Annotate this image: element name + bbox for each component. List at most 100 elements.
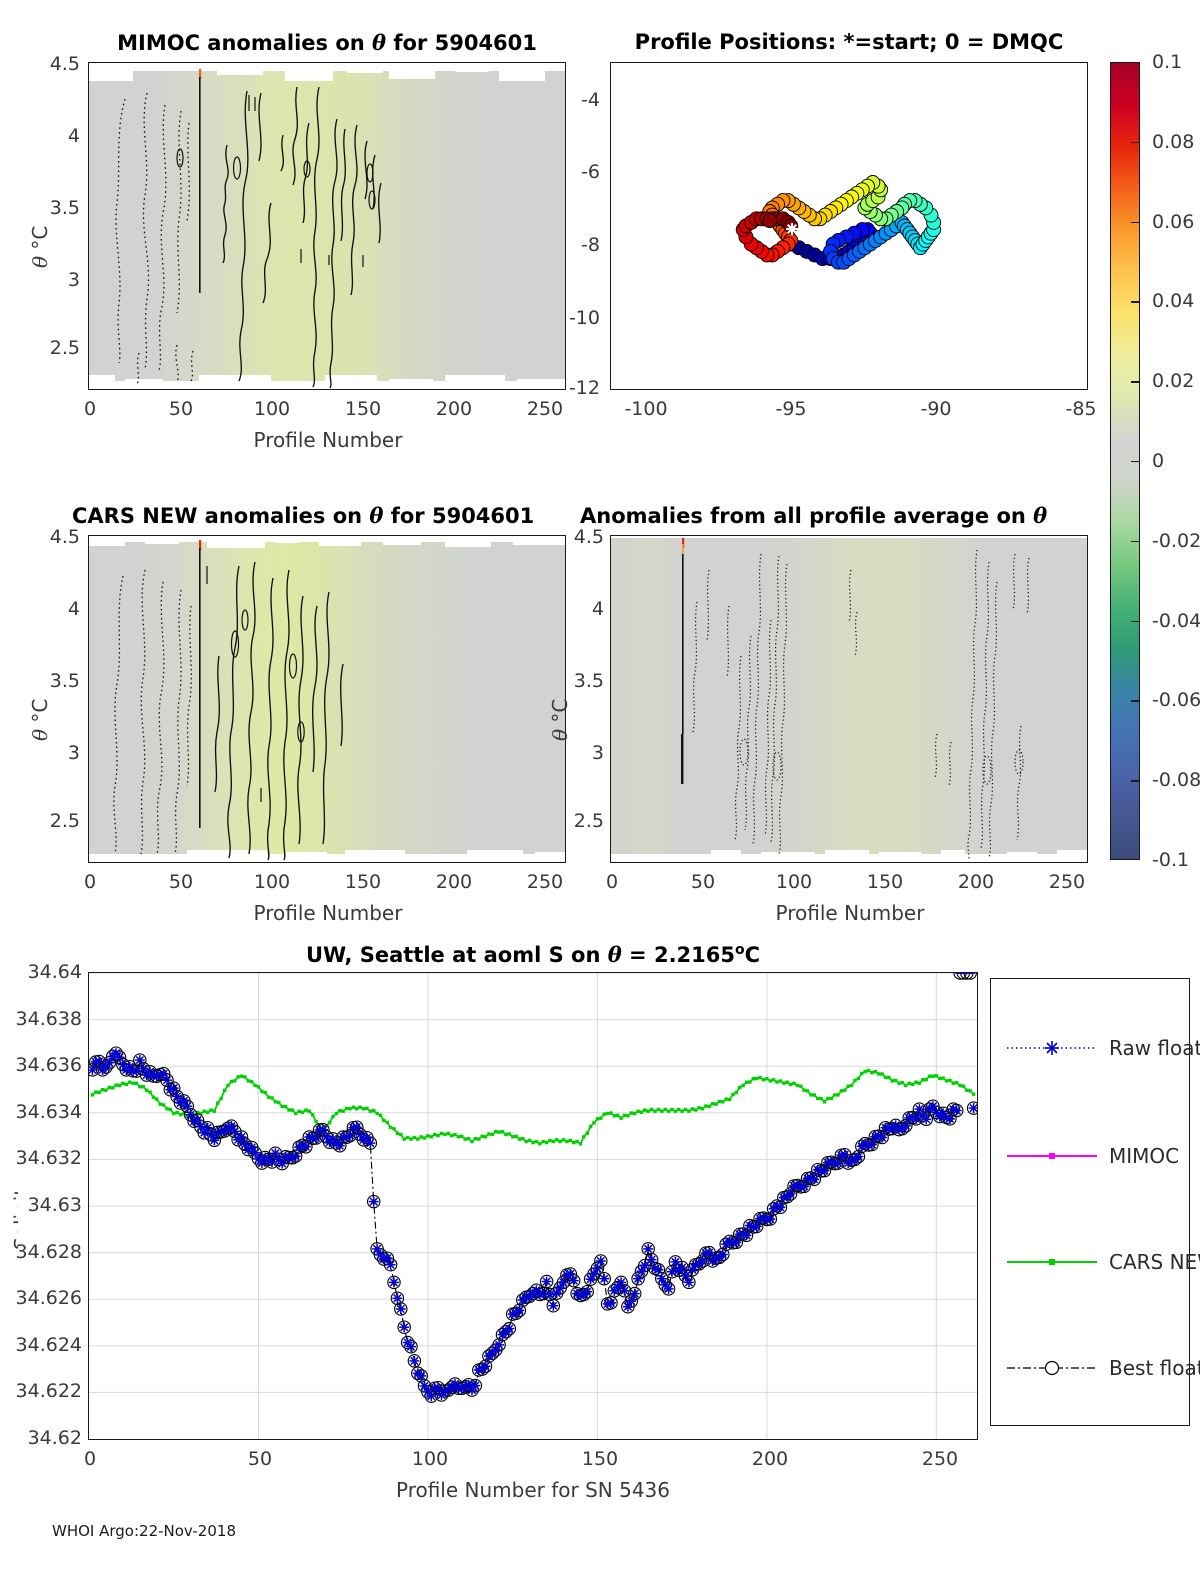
cars-data-point: [422, 1136, 427, 1140]
cars-data-point: [365, 1106, 369, 1111]
legend-label-cars-new: CARS NEW: [1109, 1250, 1200, 1274]
salinity-title-post: C: [744, 943, 761, 967]
colorbar-tick-label-5: 0: [1152, 450, 1165, 472]
cars-data-point: [917, 1081, 922, 1085]
cars-data-point: [866, 1068, 871, 1073]
legend-row-raw-float[interactable]: Raw float: [991, 1031, 1200, 1065]
best-float-point: [604, 1296, 618, 1310]
cars-data-point: [361, 1107, 366, 1111]
allprof-ytick-2: 3.5: [573, 670, 604, 692]
raw-float-point: [751, 1221, 762, 1232]
raw-float-point: [538, 1288, 549, 1299]
cars-data-point: [490, 1132, 494, 1137]
cars-data-point: [416, 1137, 420, 1141]
cars-xtick-0: 0: [83, 871, 97, 893]
salinity-ytick-label-5: 34.63: [27, 1194, 82, 1216]
cars-data-point: [311, 1113, 315, 1117]
cars-data-point: [195, 1110, 200, 1115]
raw-float-point: [162, 1075, 172, 1086]
raw-float-point: [351, 1122, 362, 1133]
allprof-xtick-3: 150: [866, 871, 904, 893]
allprof-ylabel: θ °C: [548, 699, 572, 741]
cars-data-point: [412, 1135, 417, 1140]
cars-data-point: [755, 1076, 759, 1081]
salinity-xtick-1: 50: [247, 1448, 273, 1470]
cars-data-point: [236, 1075, 240, 1079]
best-float-point: [207, 1133, 222, 1148]
cars-data-point: [168, 1107, 172, 1112]
cars-data-point: [266, 1095, 271, 1099]
cars-data-point: [436, 1133, 440, 1138]
raw-float-point: [361, 1132, 372, 1143]
positions-axes: [610, 62, 1088, 390]
raw-float-point: [853, 1151, 864, 1162]
cars-data-point: [128, 1080, 132, 1084]
raw-float-point: [606, 1297, 616, 1308]
raw-float-point: [426, 1391, 437, 1402]
cars-data-point: [487, 1132, 491, 1136]
cars-ylabel-units: °C: [28, 698, 52, 729]
allprof-ylabel-theta: θ: [548, 728, 572, 741]
cars-data-point: [138, 1085, 142, 1089]
best-float-point: [404, 1339, 418, 1354]
cars-data-point: [212, 1109, 217, 1113]
cars-data-point: [304, 1108, 308, 1112]
raw-float-point: [839, 1149, 850, 1160]
raw-float-point: [504, 1323, 515, 1334]
cars-data-point: [358, 1105, 362, 1109]
cars-data-point: [605, 1111, 610, 1116]
legend-row-mimoc[interactable]: MIMOC: [991, 1139, 1189, 1173]
cars-data-point: [294, 1111, 298, 1116]
raw-float-point: [968, 1103, 979, 1114]
legend-sample-raw-float: [1007, 1041, 1097, 1055]
cars-data-point: [460, 1134, 464, 1138]
raw-float-point: [480, 1361, 491, 1372]
raw-float-point: [365, 1138, 376, 1149]
salinity-xtick-4: 200: [751, 1448, 789, 1470]
cars-data-point: [202, 1109, 206, 1113]
cars-data-point: [687, 1109, 691, 1113]
raw-float-point: [490, 1345, 501, 1355]
cars-data-point: [419, 1135, 423, 1139]
raw-float-point: [951, 1105, 962, 1116]
allprof-axes: [610, 535, 1088, 863]
cars-data-point: [107, 1085, 111, 1090]
cars-data-point: [250, 1079, 254, 1084]
cars-data-point: [141, 1085, 145, 1089]
cars-data-point: [114, 1083, 118, 1087]
cars-data-point: [466, 1137, 471, 1141]
cars-data-point: [219, 1096, 223, 1101]
best-float-point: [166, 1081, 181, 1095]
legend-row-best-float[interactable]: Best float: [991, 1351, 1200, 1385]
cars-data-point: [514, 1134, 518, 1138]
raw-float-point: [809, 1174, 820, 1185]
cars-data-point: [94, 1090, 98, 1094]
raw-float-point: [182, 1101, 193, 1112]
cars-data-point: [880, 1072, 884, 1076]
raw-float-point: [178, 1095, 189, 1106]
legend-sample-mimoc: [1007, 1153, 1097, 1159]
raw-float-point: [555, 1283, 566, 1293]
salinity-xtick-0: 0: [83, 1448, 97, 1470]
cars-data-point: [633, 1111, 637, 1116]
cars-data-point: [527, 1138, 532, 1143]
cars-data-point: [944, 1079, 949, 1083]
cars-data-point: [724, 1097, 728, 1101]
cars-data-point: [256, 1085, 261, 1089]
salinity-plot-canvas: [85, 966, 981, 1439]
mimoc-axes: [88, 62, 566, 390]
cars-data-point: [327, 1121, 332, 1125]
raw-float-point: [582, 1286, 593, 1297]
best-float-point: [387, 1275, 401, 1290]
cars-data-point: [639, 1110, 644, 1114]
allprof-xtick-0: 0: [605, 871, 619, 893]
positions-xtick-1: -95: [775, 398, 807, 420]
cars-data-point: [395, 1131, 400, 1135]
colorbar-tick-mark: [1131, 301, 1139, 303]
best-float-point: [546, 1298, 561, 1313]
cars-data-point: [185, 1114, 189, 1118]
best-float-point: [661, 1282, 676, 1296]
salinity-ytick-label-9: 34.638: [15, 1007, 82, 1030]
legend-row-cars-new[interactable]: CARS NEW: [991, 1245, 1200, 1279]
raw-float-point: [683, 1277, 694, 1288]
